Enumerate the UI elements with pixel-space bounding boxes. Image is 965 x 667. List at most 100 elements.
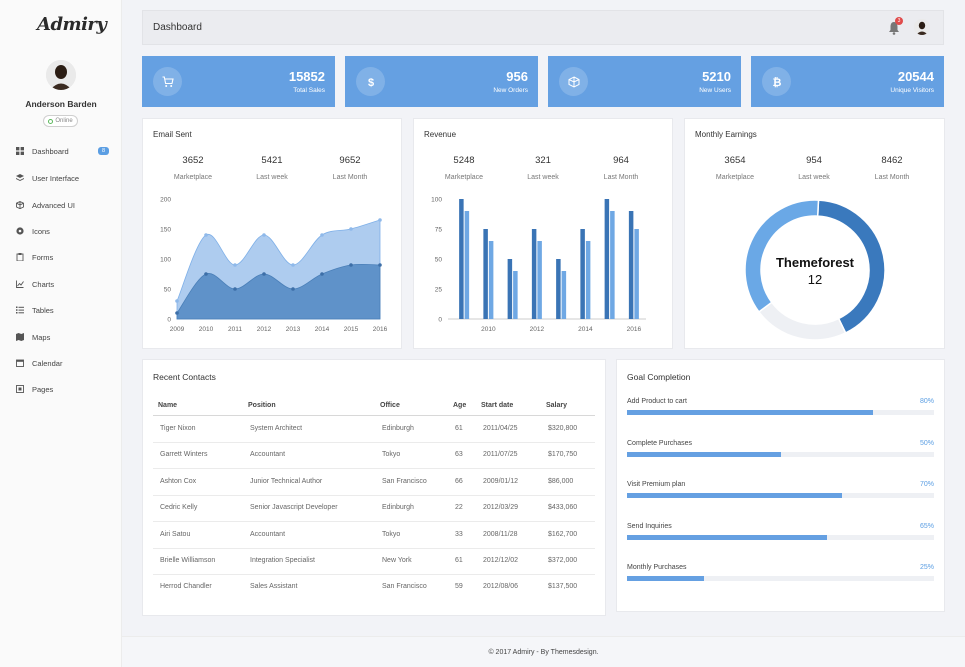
sidebar-item-label: Calendar [32, 358, 63, 368]
sidebar-item-label: Forms [32, 252, 54, 262]
goal-percent: 25% [919, 564, 934, 572]
goal-label: Monthly Purchases [627, 564, 687, 572]
column-header-office[interactable]: Office [380, 402, 400, 409]
sidebar-item-pages[interactable]: Pages [16, 382, 116, 396]
panel-title: Revenue [424, 130, 457, 139]
stat-card-new-orders[interactable]: $ 956 New Orders [345, 56, 538, 107]
goal-progress-track [627, 410, 934, 415]
sidebar-item-advanced-ui[interactable]: Advanced UI [16, 198, 116, 212]
column-header-position[interactable]: Position [248, 402, 276, 409]
column-header-age[interactable]: Age [453, 402, 467, 409]
line-chart-icon [16, 280, 24, 288]
sidebar-item-forms[interactable]: Forms [16, 250, 116, 264]
cell-age: 63 [455, 451, 463, 459]
mini-stat-value: 321 [535, 155, 551, 166]
sidebar-item-calendar[interactable]: Calendar [16, 356, 116, 370]
cell-position: Accountant [250, 530, 286, 538]
x-tick-label: 2016 [627, 326, 642, 333]
cell-name: Brielle Williamson [160, 557, 216, 564]
panel-title: Goal Completion [627, 372, 691, 382]
sidebar: Admiry Anderson Barden Online Dashboard … [0, 0, 122, 667]
bar [483, 229, 488, 319]
mini-stat-label: Last week [256, 174, 288, 181]
mini-stat-value: 8462 [881, 155, 903, 166]
sidebar-item-user-interface[interactable]: User Interface [16, 171, 116, 185]
mini-stat-last-month: 964 Last Month [586, 155, 656, 181]
sidebar-item-maps[interactable]: Maps [16, 330, 116, 344]
sidebar-item-charts[interactable]: Charts [16, 277, 116, 291]
stat-card-new-users[interactable]: 5210 New Users [548, 56, 741, 107]
stat-card-total-sales[interactable]: 15852 Total Sales [142, 56, 335, 107]
user-avatar[interactable] [46, 60, 76, 90]
cell-name: Ashton Cox [160, 477, 197, 485]
goal-label: Add Product to cart [627, 398, 687, 405]
y-tick-label: 25 [435, 287, 443, 294]
recent-contacts-panel: Recent Contacts Name Position Office Age… [142, 359, 606, 616]
goal-progress-fill [627, 451, 781, 457]
y-tick-label: 0 [438, 317, 442, 324]
x-tick-label: 2009 [170, 326, 185, 333]
panel-title: Recent Contacts [153, 372, 216, 382]
cell-age: 59 [455, 583, 463, 591]
sidebar-item-label: Tables [32, 305, 54, 315]
sidebar-item-label: Pages [32, 384, 54, 394]
column-header-start-date[interactable]: Start date [481, 402, 514, 409]
cell-salary: $433,060 [548, 504, 578, 512]
mini-stat-value: 3652 [182, 155, 204, 166]
bar [610, 211, 615, 319]
cell-age: 33 [455, 530, 463, 538]
goal-progress-track [627, 576, 934, 582]
target-icon [16, 227, 24, 235]
mini-stat-value: 3654 [724, 155, 746, 166]
sidebar-item-label: Dashboard [32, 146, 69, 156]
data-point [291, 263, 295, 267]
mini-stat-marketplace: 3652 Marketplace [158, 155, 228, 181]
column-header-name[interactable]: Name [158, 402, 178, 409]
goal-progress-track [627, 493, 934, 499]
bar [604, 199, 610, 319]
donut-center-title: Themeforest [776, 255, 855, 270]
revenue-panel: Revenue 5248 Marketplace 321 Last week 964… [413, 118, 673, 349]
panel-title: Email Sent [153, 130, 192, 139]
sidebar-item-label: Charts [32, 279, 55, 289]
cell-start-date: 2011/07/25 [483, 451, 518, 459]
data-point [175, 311, 179, 315]
logo[interactable]: Admiry [37, 14, 107, 35]
data-point [349, 263, 353, 267]
sidebar-item-label: Icons [32, 226, 50, 236]
goal-progress-fill [627, 534, 827, 540]
x-tick-label: 2014 [578, 326, 593, 333]
cell-office: San Francisco [382, 583, 427, 591]
mini-stat-value: 9652 [339, 155, 361, 166]
sidebar-item-tables[interactable]: Tables [16, 303, 116, 317]
cell-name: Tiger Nixon [160, 425, 196, 432]
notification-badge: 3 [895, 17, 903, 25]
cell-start-date: 2012/03/29 [483, 504, 519, 512]
cell-age: 22 [455, 504, 463, 512]
x-tick-label: 2013 [286, 326, 301, 333]
cart-icon [153, 67, 182, 96]
donut-slice [757, 301, 847, 341]
earnings-donut-chart: Themeforest 12 [744, 199, 886, 341]
cell-salary: $170,750 [548, 451, 578, 459]
column-header-salary[interactable]: Salary [546, 402, 568, 409]
sidebar-item-icons[interactable]: Icons [16, 224, 116, 238]
sidebar-item-label: User Interface [32, 173, 80, 183]
donut-center-value: 12 [808, 272, 822, 287]
data-point [349, 227, 353, 231]
x-tick-label: 2010 [199, 326, 214, 333]
cell-office: New York [382, 557, 412, 564]
sidebar-item-dashboard[interactable]: Dashboard 8 [16, 144, 116, 158]
mini-stat-label: Last week [798, 174, 830, 181]
data-point [204, 272, 208, 276]
mini-stat-value: 5421 [261, 155, 283, 166]
cell-start-date: 2009/01/12 [483, 477, 519, 485]
mini-stat-last-month: 8462 Last Month [857, 155, 927, 181]
stat-card-unique-visitors[interactable]: ₿ 20544 Unique Visitors [751, 56, 944, 107]
y-tick-label: 100 [431, 197, 442, 204]
header-avatar[interactable] [914, 19, 930, 35]
y-tick-label: 75 [435, 227, 443, 234]
pages-icon [16, 385, 24, 393]
table-row-divider [153, 574, 595, 575]
stat-label: Total Sales [293, 87, 325, 94]
